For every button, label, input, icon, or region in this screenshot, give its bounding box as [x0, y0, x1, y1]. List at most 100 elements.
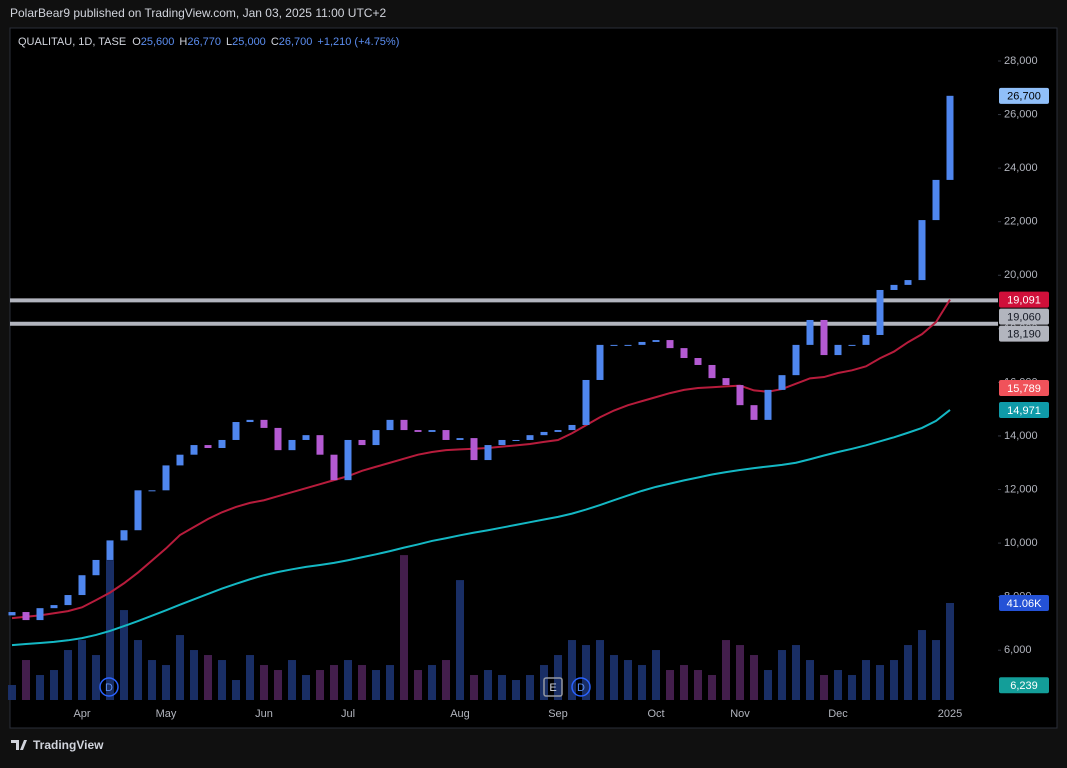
earnings-marker[interactable] — [543, 677, 563, 697]
volume-bar — [456, 580, 464, 700]
volume-bar — [806, 660, 814, 700]
volume-bar — [372, 670, 380, 700]
volume-bar — [148, 660, 156, 700]
volume-bar — [792, 645, 800, 700]
volume-bar — [834, 670, 842, 700]
candle-body — [442, 430, 450, 440]
volume-bar — [344, 660, 352, 700]
price-tag — [999, 325, 1049, 342]
volume-bar — [358, 665, 366, 700]
y-tick-label: 20,000 — [1004, 269, 1038, 281]
volume-bar — [302, 675, 310, 700]
volume-bar — [386, 665, 394, 700]
volume-bar — [876, 665, 884, 700]
price-tag-label: 19,060 — [1007, 312, 1041, 324]
volume-bar — [442, 660, 450, 700]
candle-body — [568, 424, 576, 431]
candle-body — [750, 405, 758, 420]
x-tick-label: Dec — [828, 708, 848, 720]
candle-body — [694, 358, 702, 365]
volume-bar — [708, 675, 716, 700]
logo-icon — [11, 740, 27, 750]
ohlc: O25,600 H26,770 L25,000 C26,700 — [132, 36, 312, 48]
y-tick-label: 26,000 — [1004, 108, 1038, 120]
candle-body — [400, 419, 408, 431]
candle-body — [470, 438, 478, 461]
price-tag — [999, 677, 1049, 694]
candle-body — [526, 435, 534, 440]
volume-bar — [232, 680, 240, 700]
candle-body — [8, 612, 16, 616]
y-tick-label: 22,000 — [1004, 216, 1038, 228]
candle-body — [890, 284, 898, 290]
price-tag — [999, 595, 1049, 611]
volume-bar — [92, 655, 100, 700]
volume-bar — [428, 665, 436, 700]
volume-bar — [778, 650, 786, 700]
y-tick-label: 24,000 — [1004, 162, 1038, 174]
candle-body — [722, 378, 730, 386]
event-markers: D E D — [99, 677, 591, 697]
candle-body — [134, 490, 142, 531]
price-tag-label: 26,700 — [1007, 91, 1041, 103]
candle-body — [428, 430, 436, 432]
candle-body — [932, 179, 940, 221]
event-label: D — [577, 682, 585, 694]
volume-bar — [722, 640, 730, 700]
candle-body — [918, 220, 926, 281]
candle-body — [148, 490, 156, 492]
price-tag-label: 41.06K — [1007, 598, 1043, 610]
event-label: D — [105, 682, 113, 694]
field-key: C — [271, 36, 279, 48]
volume-bar — [176, 635, 184, 700]
volume-bar — [204, 655, 212, 700]
volume-bar — [848, 675, 856, 700]
volume-bar — [36, 675, 44, 700]
candle-body — [652, 340, 660, 342]
candle-body — [50, 605, 58, 609]
volume-bar — [120, 610, 128, 700]
x-tick-label: Aug — [450, 708, 470, 720]
event-label: E — [549, 682, 556, 694]
candle-body — [190, 445, 198, 455]
moving-average — [11, 409, 951, 647]
dividend-marker[interactable] — [571, 677, 591, 697]
volume-bar — [246, 655, 254, 700]
candle-body — [778, 375, 786, 390]
volume-bar — [484, 670, 492, 700]
price-tag-label: 14,971 — [1007, 405, 1041, 417]
price-tag — [999, 291, 1049, 308]
volume-bar — [694, 670, 702, 700]
dividend-marker[interactable] — [99, 677, 119, 697]
candle-body — [246, 419, 254, 423]
candle-body — [288, 439, 296, 451]
volume-bar — [316, 670, 324, 700]
candle-body — [540, 431, 548, 436]
symbol: QUALITAU, 1D, TASE — [18, 36, 126, 48]
volume-bar — [8, 685, 16, 700]
x-tick-label: Apr — [73, 708, 90, 720]
candle-body — [162, 465, 170, 491]
volume-bar — [218, 660, 226, 700]
price-tag — [999, 87, 1049, 104]
volume-bar — [260, 665, 268, 700]
candle-body — [680, 348, 688, 359]
price-tag — [999, 308, 1049, 325]
volume-bar — [582, 645, 590, 700]
candle-body — [372, 430, 380, 446]
volume-bar — [498, 675, 506, 700]
x-tick-label: Sep — [548, 708, 568, 720]
volume-bar — [652, 650, 660, 700]
candle-body — [834, 344, 842, 356]
volume-bar — [400, 555, 408, 700]
volume-bar — [190, 650, 198, 700]
price-tag-label: 6,239 — [1010, 680, 1038, 692]
volume-bar — [610, 655, 618, 700]
volume-bar — [512, 680, 520, 700]
candle-body — [946, 95, 954, 180]
candle-body — [120, 530, 128, 541]
candle-body — [456, 438, 464, 440]
candle-body — [64, 595, 72, 606]
